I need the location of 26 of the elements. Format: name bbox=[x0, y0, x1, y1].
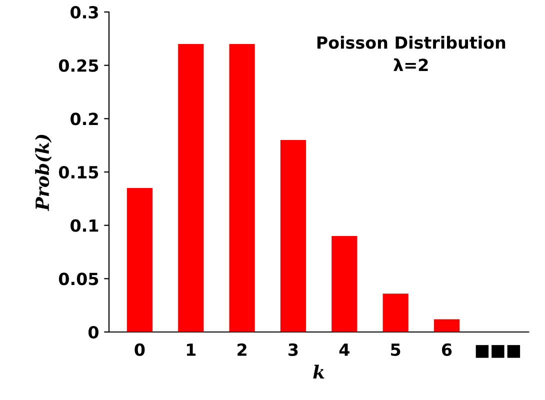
x-tick-label: 3 bbox=[288, 343, 298, 356]
bar bbox=[332, 236, 358, 332]
y-tick-label: 0.3 bbox=[70, 6, 98, 19]
y-tick-label: 0.2 bbox=[70, 112, 98, 126]
x-tick-label: 0 bbox=[134, 343, 145, 356]
x-tick-label: 5 bbox=[391, 344, 400, 356]
annotation: Poisson Distribution bbox=[317, 36, 506, 49]
y-tick-label: 0.15 bbox=[58, 166, 98, 179]
y-tick-label: 0 bbox=[88, 326, 98, 339]
y-tick-label: 0.25 bbox=[58, 59, 98, 72]
y-axis-title: Prob(k) bbox=[35, 134, 52, 212]
x-axis-title: k bbox=[313, 364, 324, 379]
bar bbox=[280, 140, 306, 332]
x-tick-label: 1 bbox=[186, 344, 196, 356]
x-tick-label: 6 bbox=[442, 343, 452, 356]
bar bbox=[434, 319, 460, 332]
bar bbox=[229, 44, 255, 332]
x-tick-label: 2 bbox=[238, 343, 246, 356]
y-tick-label: 0.1 bbox=[70, 219, 98, 232]
bar bbox=[178, 44, 204, 332]
x-tick-label: ■■■ bbox=[476, 345, 520, 358]
annotation: λ=2 bbox=[394, 58, 428, 71]
y-tick-label: 0.05 bbox=[58, 272, 98, 286]
x-tick-label: 4 bbox=[339, 344, 350, 356]
bar bbox=[126, 188, 152, 332]
bar bbox=[382, 294, 408, 332]
